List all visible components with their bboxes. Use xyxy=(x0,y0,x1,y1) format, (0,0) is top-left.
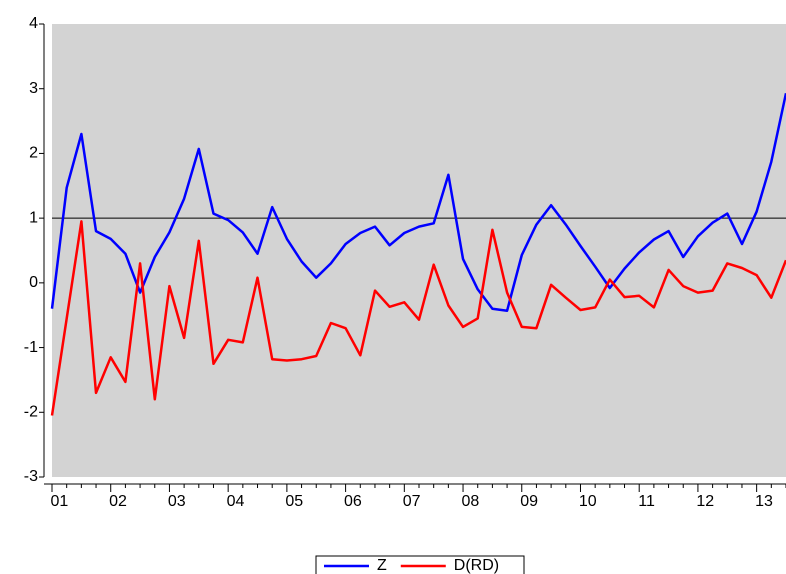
x-tick-label: 06 xyxy=(344,493,362,510)
x-tick-label: 11 xyxy=(638,493,655,510)
y-tick-label: -3 xyxy=(24,468,38,485)
x-tick-label: 09 xyxy=(520,493,538,510)
legend-label: Z xyxy=(377,557,387,574)
x-tick-label: 04 xyxy=(227,493,245,510)
y-tick-label: 3 xyxy=(29,80,38,97)
x-tick-label: 05 xyxy=(285,493,303,510)
legend-label: D(RD) xyxy=(454,557,499,574)
line xyxy=(50,92,786,312)
y-tick-label: 1 xyxy=(29,209,38,226)
plot-area xyxy=(52,24,786,477)
x-tick-label: 08 xyxy=(461,493,479,510)
x-tick-label: 01 xyxy=(50,493,68,510)
x-tick-label: 12 xyxy=(696,493,714,510)
x-tick-label: 10 xyxy=(579,493,597,510)
x-tick-label: 07 xyxy=(403,493,421,510)
legend: Z D(RD) xyxy=(315,555,525,574)
x-tick-label: 03 xyxy=(168,493,186,510)
y-tick-label: 2 xyxy=(29,145,38,162)
x-tick-label: 02 xyxy=(109,493,127,510)
x-tick-label: 13 xyxy=(755,493,773,510)
line xyxy=(50,220,786,416)
y-tick-label: -2 xyxy=(24,404,38,421)
y-tick-label: 4 xyxy=(29,15,38,32)
y-tick-label: -1 xyxy=(24,339,38,356)
y-tick-label: 0 xyxy=(29,274,38,291)
